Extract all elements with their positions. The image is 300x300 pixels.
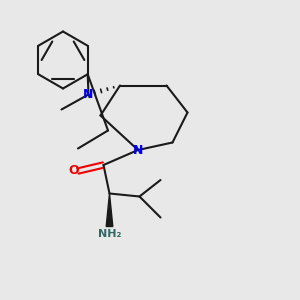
- Polygon shape: [106, 194, 113, 226]
- Text: N: N: [83, 88, 94, 101]
- Text: NH₂: NH₂: [98, 229, 121, 239]
- Text: N: N: [133, 143, 143, 157]
- Text: O: O: [68, 164, 79, 178]
